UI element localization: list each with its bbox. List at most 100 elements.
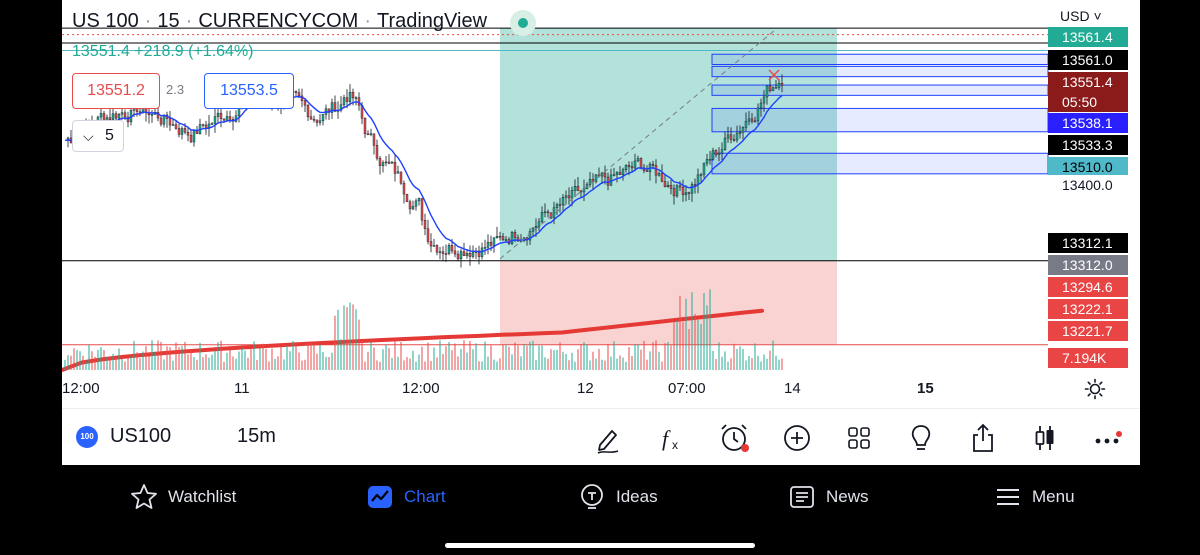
volume-bar (607, 343, 609, 370)
volume-bar (241, 347, 243, 370)
volume-bar (196, 359, 198, 370)
candle-body (774, 87, 778, 89)
volume-bar (514, 342, 516, 370)
candle-body (306, 104, 310, 118)
volume-bar (775, 355, 777, 370)
currency-selector[interactable]: USD ˅ (1060, 8, 1102, 24)
price-label: 13294.6 (1048, 277, 1128, 297)
candle-body (663, 181, 667, 187)
candle-body (429, 241, 433, 247)
candle-body (414, 200, 418, 207)
volume-bar (562, 351, 564, 370)
volume-bar (487, 356, 489, 370)
candle-body (759, 102, 763, 109)
volume-bar (292, 341, 294, 370)
volume-bar (382, 349, 384, 370)
candle-body (402, 183, 406, 195)
volume-bar (280, 346, 282, 370)
currency-label: USD (1060, 8, 1090, 24)
candle-body (543, 211, 547, 214)
volume-bar (181, 346, 183, 370)
volume-bar (565, 353, 567, 370)
buy-button[interactable]: 13553.5 (204, 73, 294, 109)
nav-menu[interactable]: Menu (994, 481, 1075, 513)
candle-body (369, 133, 373, 135)
candle-body (183, 128, 187, 133)
nav-watchlist-label: Watchlist (168, 487, 237, 506)
candle-body (765, 85, 769, 98)
volume-bar (346, 307, 348, 370)
volume-bar (619, 355, 621, 370)
indicators-toggle[interactable]: ⌵ 5 (72, 120, 124, 152)
candle-body (723, 137, 727, 150)
candle-body (540, 212, 544, 222)
volume-bar (253, 341, 255, 370)
volume-bar (235, 358, 237, 370)
candle-body (351, 92, 355, 99)
volume-bar (103, 350, 105, 370)
volume-bar (769, 350, 771, 370)
candle-body (450, 245, 454, 252)
volume-bar (388, 348, 390, 370)
candle-body (420, 198, 424, 221)
volume-bar (580, 344, 582, 370)
candle-body (459, 251, 463, 260)
volume-bar (649, 351, 651, 370)
candle-body (426, 228, 430, 242)
candle-body (738, 131, 742, 134)
candle-body (192, 130, 196, 143)
candle-body (159, 117, 163, 125)
volume-bar (595, 358, 597, 370)
nav-ideas[interactable]: Ideas (578, 481, 658, 513)
fx-icon[interactable]: f x (654, 421, 688, 455)
volume-bar (457, 356, 459, 370)
candle-body (675, 185, 679, 197)
sell-button[interactable]: 13551.2 (72, 73, 160, 109)
volume-bar (760, 361, 762, 370)
candle-body (423, 220, 427, 229)
candle-body (210, 123, 214, 125)
grid-icon[interactable] (842, 421, 876, 455)
candle-body (180, 128, 184, 135)
volume-bar (379, 361, 381, 370)
price-chart[interactable] (62, 0, 1140, 408)
candle-body (396, 171, 400, 174)
volume-bar (154, 351, 156, 370)
volume-bar (130, 356, 132, 370)
candle-type-icon[interactable] (1028, 421, 1062, 455)
volume-bar (229, 350, 231, 370)
nav-chart[interactable]: Chart (366, 481, 446, 513)
candle-body (321, 114, 325, 121)
volume-bar (91, 351, 93, 370)
nav-watchlist[interactable]: Watchlist (130, 481, 236, 513)
candle-body (486, 241, 490, 248)
share-icon[interactable] (966, 421, 1000, 455)
candle-body (138, 111, 142, 113)
candle-body (99, 113, 103, 118)
candle-body (588, 179, 592, 185)
settings-gear-icon[interactable] (1084, 378, 1106, 400)
interval-button[interactable]: 15m (237, 425, 276, 447)
symbol-title[interactable]: US 100 (72, 10, 139, 32)
volume-bar (295, 342, 297, 370)
more-icon[interactable] (1090, 421, 1124, 455)
alert-icon[interactable] (717, 421, 751, 455)
volume-bar (271, 348, 273, 370)
last-price: 13551.4 (72, 43, 130, 60)
ideas-icon (581, 484, 603, 509)
volume-bar (436, 357, 438, 370)
home-indicator (445, 543, 755, 548)
candle-body (528, 231, 532, 241)
volume-bar (352, 304, 354, 370)
interval-title[interactable]: 15 (157, 10, 180, 32)
candle-body (297, 92, 301, 97)
volume-bar (427, 342, 429, 370)
draw-icon[interactable] (592, 421, 626, 455)
symbol-search-button[interactable]: US100 (110, 425, 172, 447)
nav-news[interactable]: News (788, 481, 869, 513)
idea-bulb-icon[interactable] (904, 421, 938, 455)
volume-bar (64, 359, 66, 370)
plus-icon[interactable] (780, 421, 814, 455)
volume-bar (406, 357, 408, 370)
candle-body (693, 184, 697, 186)
